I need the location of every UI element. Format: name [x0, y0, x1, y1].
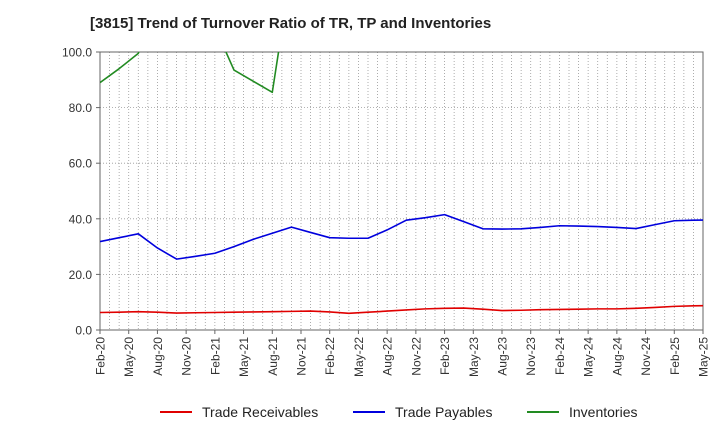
legend-item-trade-receivables: Trade Receivables	[160, 404, 318, 420]
x-tick-label: Aug-21	[266, 337, 280, 376]
legend-swatch-red	[160, 411, 192, 413]
legend: Trade Receivables Trade Payables Invento…	[0, 404, 720, 426]
legend-item-trade-payables: Trade Payables	[353, 404, 493, 420]
series-line-trade-payables	[100, 213, 703, 260]
y-tick-label: 40.0	[69, 212, 93, 226]
y-axis-ticks: 0.0 20.0 40.0 60.0 80.0 100.0	[62, 46, 100, 338]
x-tick-label: Feb-20	[94, 337, 108, 375]
legend-item-inventories: Inventories	[527, 404, 637, 420]
legend-label: Trade Receivables	[202, 404, 319, 420]
x-tick-label: May-24	[582, 337, 596, 377]
series-line-trade-receivables	[100, 304, 703, 315]
y-tick-label: 80.0	[69, 101, 93, 115]
y-tick-label: 20.0	[69, 268, 93, 282]
grid	[100, 52, 703, 330]
legend-label: Inventories	[569, 404, 638, 420]
series-layer	[100, 52, 703, 315]
y-tick-label: 0.0	[75, 324, 92, 338]
x-tick-label: May-21	[237, 337, 251, 377]
plot-area-frame	[99, 51, 704, 331]
x-tick-label: Aug-24	[610, 337, 624, 376]
x-tick-label: Feb-21	[208, 337, 222, 375]
x-tick-label: Nov-22	[409, 337, 423, 376]
x-tick-label: Aug-20	[151, 337, 165, 376]
chart-title: [3815] Trend of Turnover Ratio of TR, TP…	[90, 15, 492, 32]
x-tick-label: May-20	[122, 337, 136, 377]
x-axis-ticks: Feb-20 May-20 Aug-20 Nov-20 Feb-21 May-21 Aug-…	[94, 330, 711, 377]
x-tick-label: Nov-21	[295, 337, 309, 376]
legend-label: Trade Payables	[395, 404, 493, 420]
x-tick-label: Nov-24	[639, 337, 653, 376]
x-tick-label: May-23	[467, 337, 481, 377]
x-tick-label: May-25	[697, 337, 711, 377]
y-tick-label: 60.0	[69, 157, 93, 171]
x-tick-label: May-22	[352, 337, 366, 377]
series-line-inventories	[100, 52, 280, 94]
x-tick-label: Feb-24	[553, 337, 567, 375]
x-tick-label: Feb-25	[668, 337, 682, 375]
x-tick-label: Feb-23	[438, 337, 452, 375]
x-tick-label: Nov-20	[180, 337, 194, 376]
x-tick-label: Feb-22	[323, 337, 337, 375]
y-tick-label: 100.0	[62, 46, 92, 60]
legend-swatch-green	[527, 411, 559, 413]
x-tick-label: Aug-22	[381, 337, 395, 376]
x-tick-label: Aug-23	[496, 337, 510, 376]
x-tick-label: Nov-23	[524, 337, 538, 376]
legend-swatch-blue	[353, 411, 385, 413]
